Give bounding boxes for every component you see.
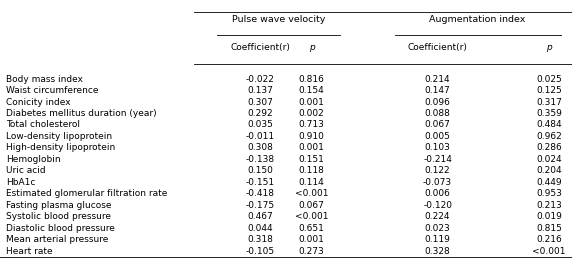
Text: Systolic blood pressure: Systolic blood pressure [6, 212, 111, 221]
Text: 0.019: 0.019 [536, 212, 562, 221]
Text: p: p [546, 43, 552, 52]
Text: 0.359: 0.359 [536, 109, 562, 118]
Text: Pulse wave velocity: Pulse wave velocity [232, 15, 325, 24]
Text: 0.962: 0.962 [536, 132, 562, 141]
Text: 0.910: 0.910 [299, 132, 325, 141]
Text: 0.204: 0.204 [537, 166, 562, 175]
Text: Conicity index: Conicity index [6, 97, 70, 107]
Text: -0.175: -0.175 [246, 201, 275, 210]
Text: Coefficient(r): Coefficient(r) [231, 43, 290, 52]
Text: 0.213: 0.213 [536, 201, 562, 210]
Text: 0.147: 0.147 [424, 86, 451, 95]
Text: 0.273: 0.273 [299, 247, 325, 255]
Text: 0.484: 0.484 [537, 121, 562, 129]
Text: Body mass index: Body mass index [6, 75, 83, 84]
Text: Hemoglobin: Hemoglobin [6, 155, 60, 164]
Text: 0.067: 0.067 [424, 121, 451, 129]
Text: 0.154: 0.154 [299, 86, 325, 95]
Text: 0.286: 0.286 [536, 143, 562, 152]
Text: Low-density lipoprotein: Low-density lipoprotein [6, 132, 112, 141]
Text: 0.317: 0.317 [536, 97, 562, 107]
Text: 0.224: 0.224 [425, 212, 450, 221]
Text: 0.001: 0.001 [299, 97, 325, 107]
Text: 0.308: 0.308 [247, 143, 273, 152]
Text: -0.151: -0.151 [246, 178, 275, 187]
Text: -0.138: -0.138 [246, 155, 275, 164]
Text: 0.067: 0.067 [299, 201, 325, 210]
Text: <0.001: <0.001 [295, 212, 328, 221]
Text: 0.328: 0.328 [424, 247, 451, 255]
Text: 0.023: 0.023 [424, 223, 451, 233]
Text: -0.418: -0.418 [246, 189, 275, 198]
Text: -0.022: -0.022 [246, 75, 275, 84]
Text: Augmentation index: Augmentation index [430, 15, 526, 24]
Text: Coefficient(r): Coefficient(r) [408, 43, 467, 52]
Text: <0.001: <0.001 [533, 247, 566, 255]
Text: 0.713: 0.713 [299, 121, 325, 129]
Text: 0.125: 0.125 [536, 86, 562, 95]
Text: Uric acid: Uric acid [6, 166, 45, 175]
Text: 0.953: 0.953 [536, 189, 562, 198]
Text: Heart rate: Heart rate [6, 247, 53, 255]
Text: Diastolic blood pressure: Diastolic blood pressure [6, 223, 114, 233]
Text: High-density lipoprotein: High-density lipoprotein [6, 143, 115, 152]
Text: Mean arterial pressure: Mean arterial pressure [6, 235, 108, 244]
Text: 0.292: 0.292 [248, 109, 273, 118]
Text: 0.024: 0.024 [537, 155, 562, 164]
Text: 0.449: 0.449 [537, 178, 562, 187]
Text: -0.214: -0.214 [423, 155, 452, 164]
Text: 0.118: 0.118 [299, 166, 325, 175]
Text: 0.096: 0.096 [424, 97, 451, 107]
Text: 0.001: 0.001 [299, 235, 325, 244]
Text: -0.073: -0.073 [423, 178, 452, 187]
Text: 0.137: 0.137 [247, 86, 273, 95]
Text: HbA1c: HbA1c [6, 178, 35, 187]
Text: 0.006: 0.006 [424, 189, 451, 198]
Text: 0.815: 0.815 [536, 223, 562, 233]
Text: 0.119: 0.119 [424, 235, 451, 244]
Text: 0.122: 0.122 [425, 166, 450, 175]
Text: 0.002: 0.002 [299, 109, 325, 118]
Text: Waist circumference: Waist circumference [6, 86, 98, 95]
Text: 0.150: 0.150 [247, 166, 273, 175]
Text: 0.216: 0.216 [536, 235, 562, 244]
Text: 0.816: 0.816 [299, 75, 325, 84]
Text: 0.214: 0.214 [425, 75, 450, 84]
Text: 0.114: 0.114 [299, 178, 325, 187]
Text: 0.151: 0.151 [299, 155, 325, 164]
Text: 0.103: 0.103 [424, 143, 451, 152]
Text: Fasting plasma glucose: Fasting plasma glucose [6, 201, 111, 210]
Text: 0.001: 0.001 [299, 143, 325, 152]
Text: 0.044: 0.044 [248, 223, 273, 233]
Text: Estimated glomerular filtration rate: Estimated glomerular filtration rate [6, 189, 167, 198]
Text: 0.651: 0.651 [299, 223, 325, 233]
Text: -0.011: -0.011 [246, 132, 275, 141]
Text: 0.088: 0.088 [424, 109, 451, 118]
Text: <0.001: <0.001 [295, 189, 328, 198]
Text: Total cholesterol: Total cholesterol [6, 121, 80, 129]
Text: 0.467: 0.467 [247, 212, 273, 221]
Text: p: p [309, 43, 315, 52]
Text: 0.307: 0.307 [247, 97, 273, 107]
Text: 0.005: 0.005 [424, 132, 451, 141]
Text: 0.035: 0.035 [247, 121, 273, 129]
Text: Diabetes mellitus duration (year): Diabetes mellitus duration (year) [6, 109, 156, 118]
Text: 0.318: 0.318 [247, 235, 273, 244]
Text: -0.120: -0.120 [423, 201, 452, 210]
Text: -0.105: -0.105 [246, 247, 275, 255]
Text: 0.025: 0.025 [536, 75, 562, 84]
